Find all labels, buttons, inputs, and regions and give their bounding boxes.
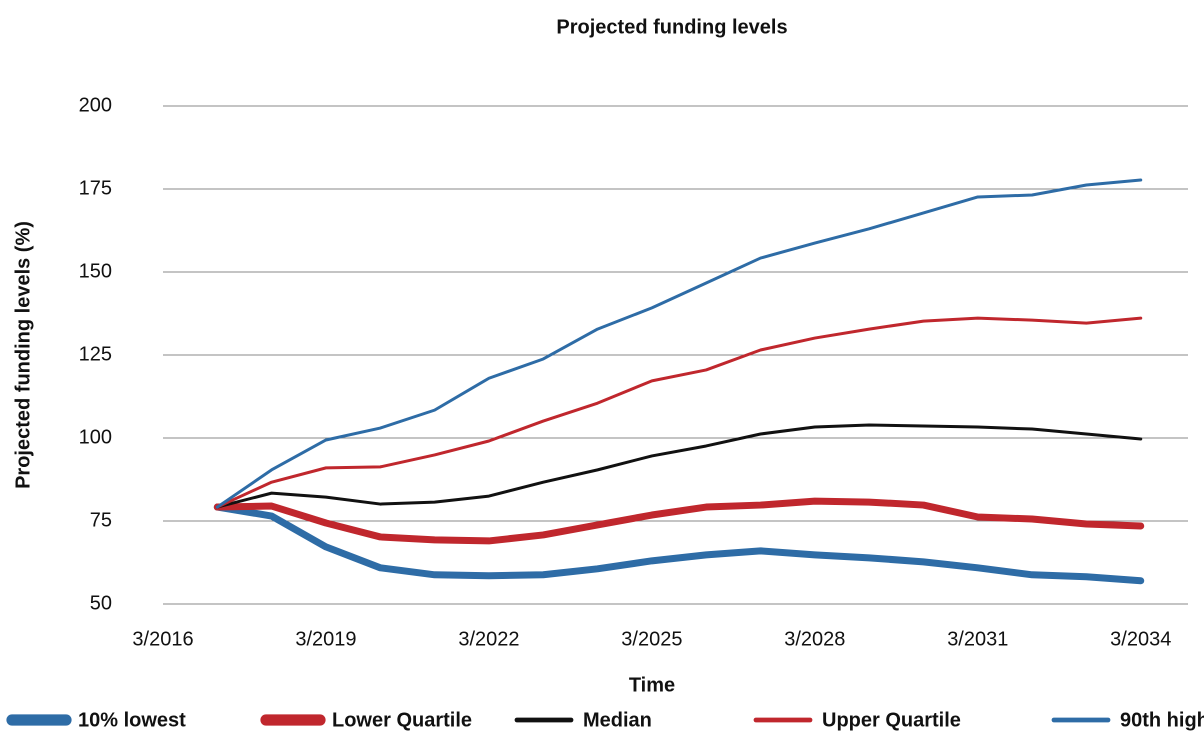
chart-title: Projected funding levels [556,16,787,38]
series-line [213,497,1145,545]
series-line [215,316,1143,509]
legend-label: 90th highest [1120,709,1204,731]
legend-label: Lower Quartile [332,709,472,731]
x-tick-label: 3/2016 [132,628,193,650]
y-tick-label: 50 [90,592,112,614]
x-tick-label: 3/2034 [1110,628,1171,650]
y-tick-label: 150 [79,260,112,282]
y-tick-label: 125 [79,343,112,365]
y-tick-label: 100 [79,426,112,448]
series-line [215,178,1143,509]
y-tick-label: 200 [79,94,112,116]
x-tick-label: 3/2031 [947,628,1008,650]
x-axis-label: Time [629,674,675,696]
x-tick-label: 3/2028 [784,628,845,650]
series-line [215,423,1143,509]
y-tick-label: 75 [90,509,112,531]
legend-label: Median [583,709,652,731]
x-tick-label: 3/2025 [621,628,682,650]
y-tick-label: 175 [79,177,112,199]
series-line [213,503,1145,585]
legend-label: Upper Quartile [822,709,961,731]
x-tick-label: 3/2019 [295,628,356,650]
legend-label: 10% lowest [78,709,186,731]
x-tick-label: 3/2022 [458,628,519,650]
y-axis-label: Projected funding levels (%) [12,221,34,489]
